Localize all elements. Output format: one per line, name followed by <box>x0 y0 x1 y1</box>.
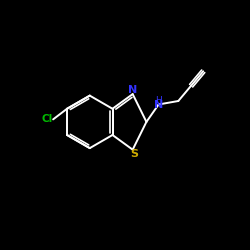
Text: S: S <box>130 149 138 159</box>
Text: N: N <box>128 85 137 95</box>
Text: Cl: Cl <box>42 114 53 124</box>
Text: N: N <box>154 100 163 110</box>
Text: H: H <box>156 96 162 105</box>
